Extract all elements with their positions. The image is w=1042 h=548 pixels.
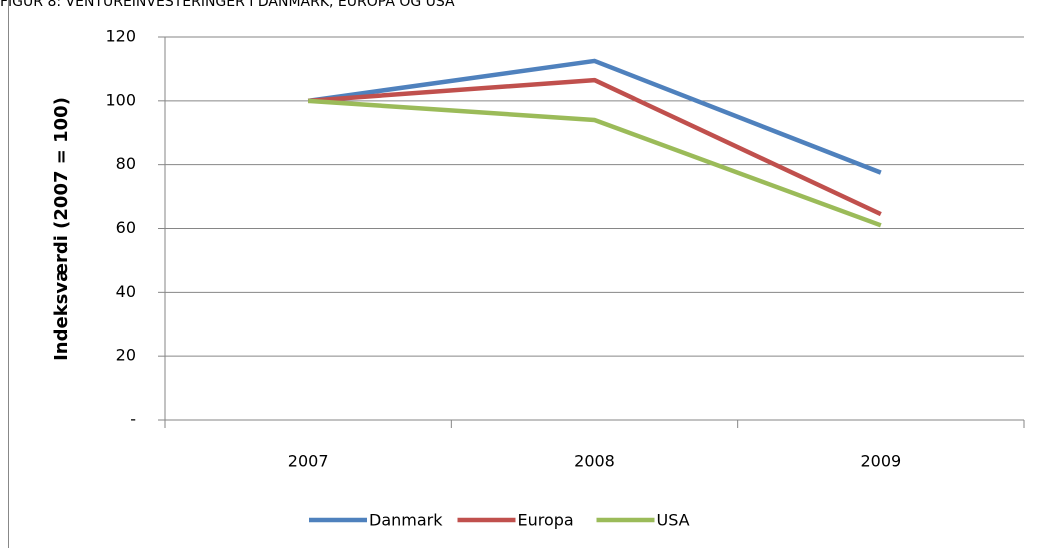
series-line bbox=[307, 58, 882, 175]
x-tick-label: 2007 bbox=[288, 452, 329, 471]
y-tick-label: 20 bbox=[116, 346, 136, 365]
chart-frame bbox=[8, 0, 9, 548]
y-tick-label: 40 bbox=[116, 282, 136, 301]
legend-label: USA bbox=[657, 511, 690, 530]
chart-title: FIGUR 8: VENTUREINVESTERINGER I DANMARK,… bbox=[0, 0, 455, 10]
y-tick-label: 80 bbox=[116, 154, 136, 173]
legend-label: Europa bbox=[518, 511, 574, 530]
series-line bbox=[308, 98, 882, 228]
x-tick-label: 2009 bbox=[860, 452, 901, 471]
x-tick-label: 2008 bbox=[574, 452, 615, 471]
y-tick-label: 100 bbox=[105, 90, 136, 109]
y-axis-label: Indeksværdi (2007 = 100) bbox=[51, 97, 72, 361]
series-line bbox=[308, 77, 882, 217]
y-tick-label: 120 bbox=[105, 27, 136, 46]
y-tick-label: - bbox=[130, 410, 136, 429]
y-tick-label: 60 bbox=[116, 218, 136, 237]
legend-label: Danmark bbox=[369, 511, 443, 530]
